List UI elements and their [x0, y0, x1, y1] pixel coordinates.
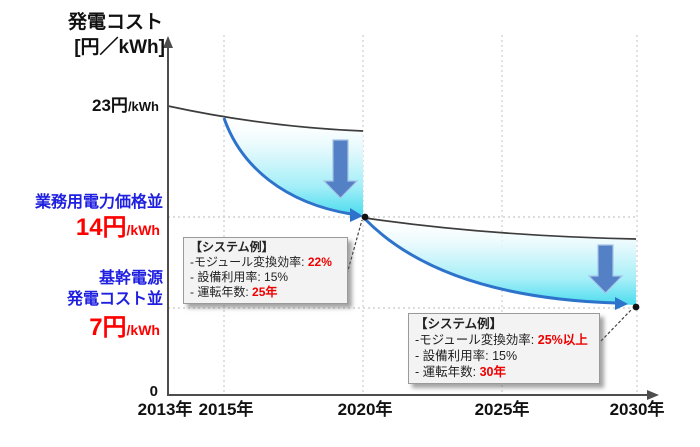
label-7yen: 7円/kWh [89, 315, 160, 340]
axes [167, 46, 648, 396]
operating-years-line-2: - 運転年数: 30年 [415, 365, 506, 379]
operating-years-value-2: 30年 [479, 365, 506, 379]
cost-gap-wedge-2015-2020 [224, 118, 363, 215]
target-cost-curve-1-arrowhead-icon [350, 208, 363, 222]
label-14yen-unit: /kWh [126, 222, 160, 238]
x-tick-2025: 2025年 [474, 400, 530, 419]
operating-years-line: - 運転年数: 25年 [190, 285, 278, 299]
horizontal-reference-lines [168, 216, 637, 309]
origin-label: 0 [149, 383, 158, 400]
label-23yen-unit: /kWh [127, 99, 159, 114]
x-tick-2020: 2020年 [337, 400, 393, 419]
label-7yen-unit: /kWh [126, 322, 160, 338]
label-baseload-power-line2: 発電コスト並 [66, 291, 163, 308]
system-example-box-2030-title: 【システム例】 [415, 317, 503, 331]
capacity-factor-value-2: 15% [492, 349, 518, 363]
callout-connectors [346, 219, 633, 342]
module-efficiency-value-2: 25%以上 [537, 333, 588, 347]
data-point-2030-7yen [632, 303, 640, 311]
x-tick-2015: 2015年 [198, 400, 254, 419]
module-efficiency-line-2: -モジュール変換効率: 25%以上 [415, 333, 588, 347]
baseline-trend-curve-2 [364, 217, 637, 240]
cost-gap-wedge-2020-2030 [365, 219, 636, 305]
down-arrow-icon-1 [322, 139, 359, 199]
down-arrow-icon-2 [587, 244, 624, 294]
operating-years-value: 25年 [252, 285, 278, 299]
target-cost-curve-2-arrowhead-icon [615, 297, 628, 310]
capacity-factor-line: - 設備利用率: 15% [190, 270, 289, 284]
x-tick-2030: 2030年 [609, 400, 665, 419]
y-axis-title-line1: 発電コスト [67, 12, 163, 33]
module-efficiency-value: 22% [307, 255, 332, 269]
y-axis-arrowhead-icon [163, 36, 173, 48]
x-axis-arrowhead-icon [647, 390, 659, 400]
label-23yen-value: 23円 [92, 96, 128, 115]
target-cost-curve-1 [222, 117, 352, 216]
module-efficiency-line: -モジュール変換効率: 22% [190, 255, 332, 269]
label-commercial-power-price: 業務用電力価格並 [34, 194, 163, 211]
system-example-box-2030: 【システム例】 -モジュール変換効率: 25%以上 - 設備利用率: 15% -… [408, 313, 600, 384]
label-23yen: 23円/kWh [92, 97, 159, 115]
system-example-box-2020-title: 【システム例】 [190, 240, 274, 254]
label-14yen-value: 14円 [75, 214, 127, 241]
target-cost-curve-2 [363, 217, 617, 305]
y-axis-title-line2: [円／kWh] [74, 37, 165, 58]
data-point-2020-14yen [361, 213, 369, 221]
baseline-trend-curve-1 [167, 105, 364, 132]
system-example-box-2020: 【システム例】 -モジュール変換効率: 22% - 設備利用率: 15% - 運… [183, 237, 348, 304]
label-14yen: 14円/kWh [76, 215, 160, 240]
capacity-factor-value: 15% [264, 270, 289, 284]
label-7yen-value: 7円 [89, 314, 127, 341]
x-tick-2013: 2013年 [137, 400, 193, 419]
label-baseload-power-line1: 基幹電源 [98, 270, 163, 287]
capacity-factor-line-2: - 設備利用率: 15% [415, 349, 518, 363]
